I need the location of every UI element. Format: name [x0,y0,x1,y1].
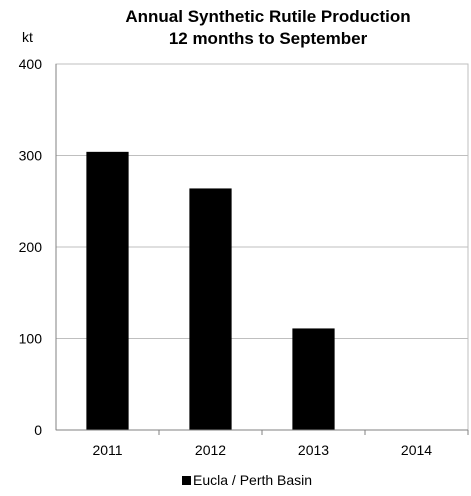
legend-label: Eucla / Perth Basin [193,472,312,488]
bars [86,151,335,430]
y-tick-label: 0 [34,422,42,438]
y-tick-label: 300 [19,148,43,164]
bar-2013 [292,328,335,430]
x-tick-label: 2011 [92,442,122,458]
x-tick-labels: 2011 2012 2013 2014 [92,442,432,458]
legend: Eucla / Perth Basin [182,472,312,488]
y-tick-label: 200 [19,239,43,255]
x-tick-label: 2014 [401,442,432,458]
bar-2012 [189,188,232,430]
chart-subtitle: 12 months to September [169,29,368,48]
y-axis-unit-label: kt [22,29,33,45]
y-tick-label: 100 [19,331,43,347]
y-tick-label: 400 [19,56,43,72]
x-tick-label: 2012 [195,442,226,458]
legend-swatch [182,476,191,485]
chart-title: Annual Synthetic Rutile Production [125,7,410,26]
x-tick-label: 2013 [298,442,329,458]
axes [55,64,469,435]
y-tick-labels: 0 100 200 300 400 [19,56,43,438]
bar-2011 [86,151,129,430]
